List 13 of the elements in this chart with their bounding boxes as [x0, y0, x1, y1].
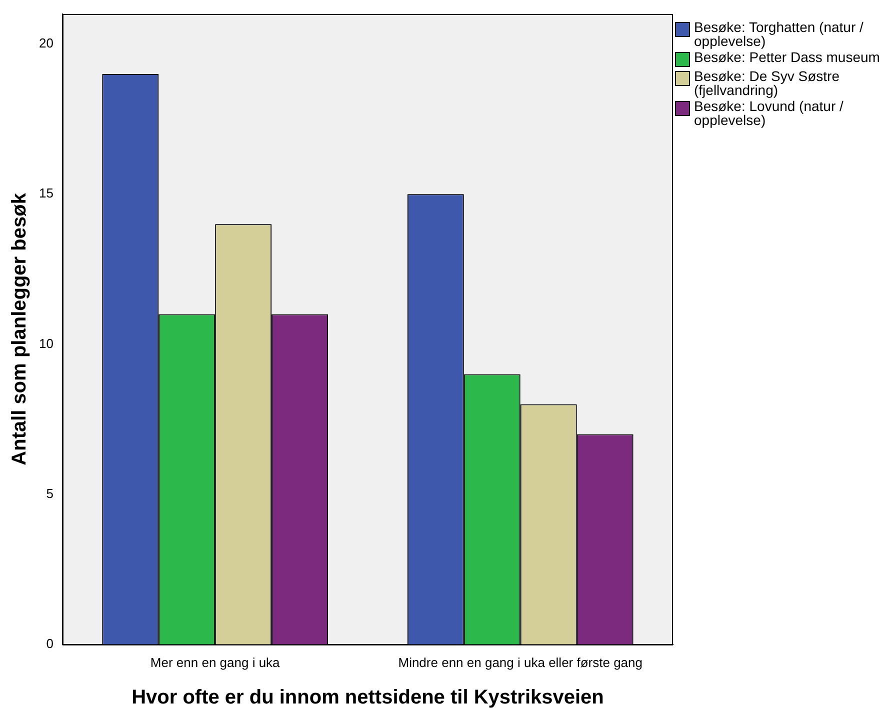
y-tick-label: 5	[46, 486, 54, 501]
x-axis-title: Hvor ofte er du innom nettsidene til Kystriksveien	[132, 686, 604, 709]
y-tick-label: 10	[38, 336, 54, 351]
legend-label: Besøke: Torghatten (natur / opplevelse)	[694, 19, 864, 49]
x-tick-label: Mer enn en gang i uka	[150, 654, 281, 670]
x-tick-label: Mindre enn en gang i uka eller første gang	[398, 654, 642, 670]
y-tick-label: 20	[38, 36, 54, 51]
legend-label: Besøke: Petter Dass museum	[694, 49, 880, 65]
y-tick-label: 15	[38, 186, 54, 201]
y-tick-label: 0	[46, 636, 54, 651]
legend-label: Besøke: Lovund (natur / opplevelse)	[694, 98, 844, 128]
legend-label: Besøke: De Syv Søstre (fjellvandring)	[694, 68, 840, 98]
y-axis-title: Antall som planlegger besøk	[8, 192, 31, 466]
